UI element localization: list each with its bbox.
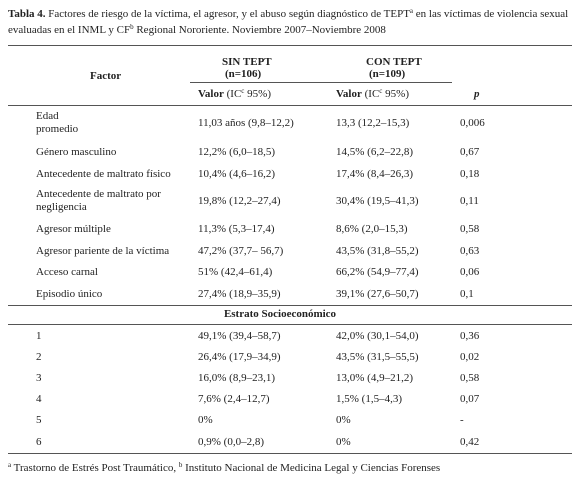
cell: 13,0% (4,9–21,2) <box>336 371 413 384</box>
cell: 47,2% (37,7– 56,7) <box>198 244 284 257</box>
cell: 0,36 <box>460 329 480 342</box>
cell: 0% <box>336 413 351 426</box>
header-value: Valor (ICc 95%) <box>336 88 409 101</box>
section-title: Estrato Socioeconómico <box>223 308 337 320</box>
row-label: Agresor pariente de la víctima <box>36 244 170 257</box>
rule <box>8 453 572 454</box>
row-label: Agresor múltiple <box>36 222 111 235</box>
value-label: Valor <box>336 88 362 100</box>
header-factor: Factor <box>90 70 122 82</box>
text: 95%) <box>244 88 271 100</box>
cell: 0,67 <box>460 145 480 158</box>
footnote: a Trastorno de Estrés Post Traumático, b… <box>8 462 440 475</box>
header-n: (n=109) <box>369 68 406 80</box>
superscript: a <box>409 7 414 15</box>
text: (IC <box>364 88 380 100</box>
row-label: Episodio único <box>36 287 103 300</box>
cell: 1,5% (1,5–4,3) <box>336 392 402 405</box>
cell: 42,0% (30,1–54,0) <box>336 329 419 342</box>
cell: 43,5% (31,5–55,5) <box>336 350 419 363</box>
row-label: 3 <box>36 371 42 384</box>
text: Factores de riesgo de la víctima, el agr… <box>48 8 410 20</box>
row-label: 1 <box>36 329 42 342</box>
value-label: Valor <box>198 88 224 100</box>
cell: 0,18 <box>460 167 480 180</box>
row-label: 4 <box>36 392 42 405</box>
text: 95%) <box>382 88 409 100</box>
row-label: Edad promedio <box>36 110 79 135</box>
cell: 49,1% (39,4–58,7) <box>198 329 281 342</box>
header-p: p <box>474 88 480 100</box>
cell: 11,03 años (9,8–12,2) <box>198 116 294 129</box>
text: Trastorno de Estrés Post Traumático, <box>11 462 179 474</box>
cell: 7,6% (2,4–12,7) <box>198 392 270 405</box>
superscript: b <box>178 461 183 469</box>
rule <box>8 105 572 106</box>
cell: 0,9% (0,0–2,8) <box>198 435 264 448</box>
text: (IC <box>226 88 242 100</box>
cell: 30,4% (19,5–41,3) <box>336 194 419 207</box>
cell: 0,11 <box>460 194 479 207</box>
caption: Tabla 4. Factores de riesgo de la víctim… <box>8 6 573 38</box>
superscript: c <box>379 87 383 95</box>
row-label: 5 <box>36 413 42 426</box>
row-label: Acceso carnal <box>36 265 98 278</box>
row-label: Género masculino <box>36 145 117 158</box>
cell: 14,5% (6,2–22,8) <box>336 145 413 158</box>
cell: 66,2% (54,9–77,4) <box>336 265 419 278</box>
header-group: CON TEPT <box>366 56 422 68</box>
text: Instituto Nacional de Medicina Legal y C… <box>182 462 441 474</box>
header-group: SIN TEPT <box>222 56 272 68</box>
cell: 0,1 <box>460 287 474 300</box>
cell: 26,4% (17,9–34,9) <box>198 350 281 363</box>
header-value: Valor (ICc 95%) <box>198 88 271 101</box>
superscript: b <box>130 23 134 31</box>
cell: 27,4% (18,9–35,9) <box>198 287 281 300</box>
cell: 0,58 <box>460 371 480 384</box>
cell: 0,06 <box>460 265 480 278</box>
superscript: c <box>241 87 245 95</box>
cell: 12,2% (6,0–18,5) <box>198 145 275 158</box>
caption-label: Tabla 4. <box>8 8 46 20</box>
cell: - <box>460 413 464 426</box>
cell: 43,5% (31,8–55,2) <box>336 244 419 257</box>
cell: 10,4% (4,6–16,2) <box>198 167 275 180</box>
cell: 16,0% (8,9–23,1) <box>198 371 275 384</box>
row-label: 6 <box>36 435 42 448</box>
cell: 0,07 <box>460 392 480 405</box>
cell: 0,006 <box>460 116 485 129</box>
cell: 51% (42,4–61,4) <box>198 265 273 278</box>
rule <box>8 45 572 46</box>
row-label: Antecedente de maltrato físico <box>36 167 171 180</box>
cell: 39,1% (27,6–50,7) <box>336 287 419 300</box>
rule <box>8 324 572 325</box>
superscript: a <box>8 461 12 469</box>
cell: 17,4% (8,4–26,3) <box>336 167 413 180</box>
header-n: (n=106) <box>225 68 262 80</box>
cell: 0% <box>336 435 351 448</box>
row-label: 2 <box>36 350 42 363</box>
text: en las víctimas de violencia sexual eval… <box>8 8 569 36</box>
rule <box>8 305 572 306</box>
cell: 19,8% (12,2–27,4) <box>198 194 281 207</box>
cell: 13,3 (12,2–15,3) <box>336 116 410 129</box>
rule <box>190 82 452 83</box>
cell: 0,42 <box>460 435 480 448</box>
text: Regional Nororiente. Noviembre 2007–Novi… <box>133 24 386 36</box>
row-label: Antecedente de maltrato por negligencia <box>36 188 161 213</box>
caption-text: Factores de riesgo de la víctima, el agr… <box>8 7 569 37</box>
cell: 11,3% (5,3–17,4) <box>198 222 275 235</box>
cell: 0,63 <box>460 244 480 257</box>
cell: 8,6% (2,0–15,3) <box>336 222 408 235</box>
cell: 0,02 <box>460 350 480 363</box>
cell: 0,58 <box>460 222 480 235</box>
cell: 0% <box>198 413 213 426</box>
